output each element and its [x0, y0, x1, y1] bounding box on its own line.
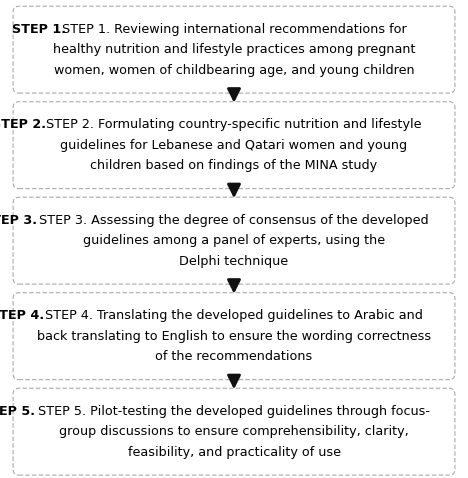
Text: STEP 2. Formulating country-specific nutrition and lifestyle: STEP 2. Formulating country-specific nut… [46, 118, 422, 131]
Text: group discussions to ensure comprehensibility, clarity,: group discussions to ensure comprehensib… [59, 425, 409, 438]
Text: STEP 1. Reviewing international recommendations for: STEP 1. Reviewing international recommen… [62, 22, 406, 35]
Text: STEP 2.: STEP 2. [0, 118, 46, 131]
Text: Delphi technique: Delphi technique [179, 255, 289, 268]
Text: STEP 3.: STEP 3. [0, 214, 37, 227]
Text: STEP 5.: STEP 5. [0, 404, 35, 418]
FancyBboxPatch shape [13, 293, 455, 380]
Text: STEP 4. Translating the developed guidelines to Arabic and: STEP 4. Translating the developed guidel… [45, 309, 423, 322]
Text: feasibility, and practicality of use: feasibility, and practicality of use [127, 446, 341, 459]
FancyBboxPatch shape [13, 388, 455, 475]
Text: STEP 3. Assessing the degree of consensus of the developed: STEP 3. Assessing the degree of consensu… [39, 214, 429, 227]
Text: guidelines for Lebanese and Qatari women and young: guidelines for Lebanese and Qatari women… [60, 139, 408, 152]
FancyBboxPatch shape [13, 6, 455, 93]
Text: STEP 4.: STEP 4. [0, 309, 44, 322]
FancyBboxPatch shape [13, 197, 455, 284]
Text: back translating to English to ensure the wording correctness: back translating to English to ensure th… [37, 330, 431, 343]
Text: women, women of childbearing age, and young children: women, women of childbearing age, and yo… [54, 64, 414, 77]
Text: guidelines among a panel of experts, using the: guidelines among a panel of experts, usi… [83, 234, 385, 247]
Text: healthy nutrition and lifestyle practices among pregnant: healthy nutrition and lifestyle practice… [53, 43, 415, 56]
Text: STEP 1.: STEP 1. [12, 22, 66, 35]
Text: STEP 5. Pilot-testing the developed guidelines through focus-: STEP 5. Pilot-testing the developed guid… [38, 404, 430, 418]
FancyBboxPatch shape [13, 102, 455, 189]
Text: children based on findings of the MINA study: children based on findings of the MINA s… [90, 159, 378, 172]
Text: of the recommendations: of the recommendations [155, 350, 313, 363]
